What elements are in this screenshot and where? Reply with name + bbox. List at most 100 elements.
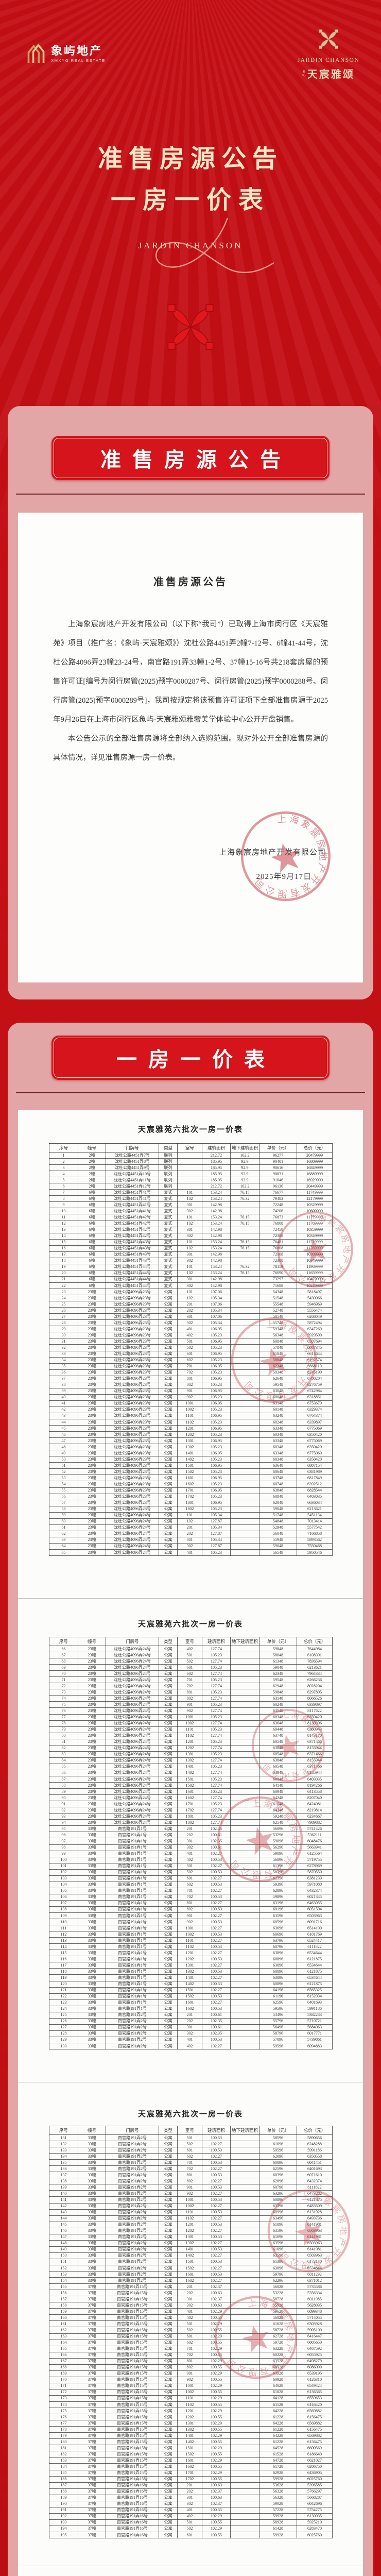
price-row: 173 37幢 南官路191弄15号 公寓 1101 102.29 64128 6559653 [49,2395,333,2402]
price-row: 185 37幢 南官路191弄15号 公寓 1701 102.29 62928 6436905 [49,2469,333,2477]
price-row: 32 23幢 沈杜公路4096弄23号 公寓 502 105.23 57848 6087345 [49,1344,333,1351]
price-row: 13 6幢 沈杜公路4451弄42号 复式 301 142.98 72458 10359999 [49,1226,333,1233]
price-row: 68 23幢 沈杜公路4096弄24号 公寓 502 127.74 61348 7836594 [49,1658,333,1665]
price-row: 125 33幢 南官路191弄2号 公寓 201 100.61 53496 5382233 [49,2011,333,2019]
price-row: 64 23幢 沈杜公路4096弄24号 公寓 302 127.87 59048 7550468 [49,1543,333,1550]
price-row: 120 33幢 南官路191弄1号 公寓 1402 100.53 60896 6121875 [49,1980,333,1988]
flower-icon [317,27,340,54]
price-row: 137 33幢 南官路191弄2号 公寓 801 100.53 60396 6071610 [49,2172,333,2179]
price-sheet-4: 天宸雅苑六批次一房一价表 序号幢号门牌号类型室号建筑面积地下建筑面积单价（元）总… [18,2566,363,2576]
price-row: 38 23幢 沈杜公路4096弄23号 公寓 802 105.23 59548 6276759 [49,1381,333,1388]
price-row: 150 33幢 南官路191弄2号 公寓 1402 102.27 63596 6503963 [49,2252,333,2259]
price-row: 165 37幢 南官路191弄15号 公寓 701 102.29 63228 6467592 [49,2345,333,2352]
announcement-document: 准售房源公告 上海象宸房地产开发有限公司（以下称“我司”）已取得上海市闵行区《天… [18,513,363,982]
price-row: 40 23幢 沈杜公路4096弄23号 公寓 902 105.23 60048 6318851 [49,1394,333,1401]
price-row: 58 23幢 沈杜公路4096弄23号 公寓 1802 105.23 59048 621362… [49,1505,333,1513]
price-row: 188 37幢 南官路191弄16号 公寓 202 102.37 56328 5766297 [49,2488,333,2495]
price-row: 171 37幢 南官路191弄15号 公寓 1001 102.29 64028 6549424 [49,2382,333,2389]
price-row: 97 33幢 南官路191弄1号 公寓 301 102.35 59096 6048476 [49,1838,333,1845]
price-row: 72 23幢 沈杜公路4096弄24号 公寓 702 127.74 62948 8028204 [49,1683,333,1690]
price-row: 141 33幢 南官路191弄2号 公寓 1001 100.53 60896 6121875 [49,2196,333,2204]
document-paragraph: 本公告公示的全部准售房源将全部纳入选购范围。现对外公开全部准售房源的具体情况，详… [53,735,328,762]
price-row: 152 33幢 南官路191弄2号 公寓 1502 102.27 63896 6534644 [49,2264,333,2272]
price-row: 94 23幢 沈杜公路4096弄24号 公寓 1802 127.74 62548 798988… [49,1819,333,1826]
price-row: 20 6幢 沈杜公路4451弄44号 复式 102 153.24 76.15 76090 116… [49,1269,333,1277]
price-row: 178 37幢 南官路191弄15号 公寓 1302 100.55 61228 6156475 [49,2426,333,2433]
signature-date: 2025年9月17日 [256,873,311,881]
price-row: 192 37幢 南官路191弄16号 公寓 402 102.29 59928 6130035 [49,2513,333,2520]
price-row: 147 33幢 南官路191弄2号 公寓 1301 100.53 61096 6141981 [49,2233,333,2241]
price-row: 88 23幢 沈杜公路4096弄24号 公寓 1502 127.74 64148 819426… [49,1782,333,1789]
price-row: 87 23幢 沈杜公路4096弄24号 公寓 1501 105.23 60848 640303… [49,1775,333,1783]
price-row: 161 37幢 南官路191弄15号 公寓 501 102.29 61628 6303928 [49,2320,333,2328]
price-row: 129 33幢 南官路191弄2号 公寓 401 100.53 57096 5739861 [49,2036,333,2044]
price-row: 187 37幢 南官路191弄16号 公寓 201 100.63 53628 5396585 [49,2482,333,2489]
announcement-section-button[interactable]: 准售房源公告 [51,436,330,480]
price-row: 63 23幢 沈杜公路4096弄24号 公寓 301 105.34 55948 5893562 [49,1536,333,1544]
price-row: 30 23幢 沈杜公路4096弄23号 公寓 402 105.23 56348 5929500 [49,1332,333,1339]
price-table: 序号 幢号 门牌号 类型 室号 建筑面积 地下建筑面积 单价（元） 总价（元） 1 2幢 沈杜公路44… [49,1143,333,1556]
price-row: 29 23幢 沈杜公路4096弄23号 公寓 401 106.95 59348 6347269 [49,1326,333,1333]
price-row: 46 23幢 沈杜公路4096弄23号 公寓 1202 105.23 60348 635042… [49,1431,333,1438]
price-row: 191 37幢 南官路191弄16号 公寓 401 100.55 57228 5754275 [49,2506,333,2514]
brand-left-logo: 象屿地产 XMXYG REAL ESTATE [26,41,106,66]
price-row: 22 6幢 沈杜公路4451弄44号 复式 302 142.98 71688 10249999 [49,1282,333,1290]
price-row: 134 33幢 南官路191弄2号 公寓 602 102.27 62096 6350558 [49,2153,333,2160]
price-row: 36 23幢 沈杜公路4096弄23号 公寓 702 105.23 59348 6245190 [49,1369,333,1376]
price-row: 158 37幢 南官路191弄15号 公寓 302 100.63 55928 5628035 [49,2302,333,2309]
sheet-title: 天宸雅苑六批次一房一价表 [137,1126,243,1134]
price-list-panel: 一房一价表 天宸雅苑六批次一房一价表 序号 幢号 门牌号 类型 室号 建筑面积 地下建筑面积… [8,1023,373,2576]
house-icon [26,41,46,66]
document-title: 准售房源公告 [153,577,228,588]
price-row: 114 33幢 南官路191弄1号 公寓 1102 100.53 60796 6111822 [49,1943,333,1951]
price-row: 76 23幢 沈杜公路4096弄24号 公寓 902 127.74 63548 8117622 [49,1707,333,1715]
price-row: 155 37幢 南官路191弄15号 公寓 201 102.37 56028 5735586 [49,2283,333,2291]
price-row: 18 6幢 沈杜公路4451弄43号 复式 302 142.98 72388 10349999 [49,1257,333,1264]
brand-left-name: 象屿地产 [51,44,103,57]
price-row: 194 37幢 南官路191弄16号 公寓 502 102.29 61428 6283470 [49,2525,333,2533]
price-row: 37 23幢 沈杜公路4096弄23号 公寓 801 106.95 62648 6700204 [49,1375,333,1382]
price-row: 27 23幢 沈杜公路4096弄23号 公寓 301 107.06 58548 6268049 [49,1313,333,1320]
announcement-panel: 准售房源公告 准售房源公告 上海象宸房地产开发有限公司（以下称“我司”）已取得上… [8,406,373,999]
price-row: 55 23幢 沈杜公路4096弄23号 公寓 1701 106.95 63848 682854… [49,1487,333,1494]
script-logo: JARDIN CHANSON [0,214,381,286]
price-row: 149 33幢 南官路191弄2号 公寓 1401 100.53 61096 6141981 [49,2246,333,2253]
price-row: 73 23幢 沈杜公路4096弄24号 公寓 801 105.23 59848 6297805 [49,1689,333,1696]
price-list-section-button[interactable]: 一房一价表 [51,1036,330,1080]
price-row: 174 37幢 南官路191弄15号 公寓 1102 100.55 61128 6146420 [49,2401,333,2409]
price-row: 159 37幢 南官路191弄15号 公寓 401 102.29 59628 6099348 [49,2308,333,2315]
price-row: 35 23幢 沈杜公路4096弄23号 公寓 701 106.95 62348 6668119 [49,1363,333,1370]
price-row: 107 33幢 南官路191弄1号 公寓 801 102.27 63196 6463055 [49,1900,333,1907]
price-row: 95 33幢 南官路191弄1号 公寓 201 102.35 56096 5741426 [49,1825,333,1833]
signature-company: 上海象宸房地产开发有限公司 [218,849,326,857]
price-row: 154 33幢 南官路191弄2号 公寓 1602 102.27 62296 6371012 [49,2277,333,2284]
price-row: 93 23幢 沈杜公路4096弄24号 公寓 1801 105.23 59248 623466… [49,1813,333,1820]
price-row: 131 33幢 南官路191弄2号 公寓 501 100.53 58596 5890656 [49,2134,333,2142]
price-row: 133 33幢 南官路191弄2号 公寓 601 100.53 59596 5991186 [49,2147,333,2154]
sheet-title: 天宸雅苑六批次一房一价表 [137,2110,243,2119]
document-body: 上海象宸房地产开发有限公司（以下称“我司”）已取得上海市闵行区《天宸雅苑》项目（… [53,615,328,768]
price-row: 136 33幢 南官路191弄2号 公寓 702 102.27 62596 6401693 [49,2165,333,2173]
price-row: 176 37幢 南官路191弄15号 公寓 1202 100.55 61228 6156475 [49,2414,333,2421]
price-table-header: 序号 幢号 门牌号 类型 室号 建筑面积 地下建筑面积 单价（元） 总价（元） [49,1143,333,1153]
price-row: 123 33幢 南官路191弄1号 公寓 1601 102.27 62596 6401693 [49,1999,333,2006]
price-row: 186 37幢 南官路191弄15号 公寓 1702 100.55 59928 6025760 [49,2476,333,2483]
price-row: 119 33幢 南官路191弄1号 公寓 1401 102.27 63896 6534644 [49,1974,333,1981]
price-row: 80 23幢 沈杜公路4096弄24号 公寓 1102 127.74 63748 814317… [49,1732,333,1739]
price-row: 172 37幢 南官路191弄15号 公寓 1002 100.55 61028 6136365 [49,2388,333,2396]
price-row: 70 23幢 沈杜公路4096弄24号 公寓 602 127.74 62348 7964334 [49,1670,333,1677]
price-row: 67 23幢 沈杜公路4096弄24号 公寓 501 105.23 58048 6108391 [49,1652,333,1659]
price-row: 61 23幢 沈杜公路4096弄24号 公寓 201 105.34 52948 5577542 [49,1524,333,1531]
price-row: 86 23幢 沈杜公路4096弄24号 公寓 1402 127.74 63848 815594… [49,1769,333,1776]
price-row: 179 37幢 南官路191弄15号 公寓 1401 102.29 64228 6569882 [49,2432,333,2439]
price-row: 10 6幢 沈杜公路4451弄41号 复式 302 142.98 74206 10609999 [49,1208,333,1215]
price-row: 184 37幢 南官路191弄15号 公寓 1602 100.55 61728 6206750 [49,2463,333,2470]
price-row: 167 37幢 南官路191弄15号 公寓 801 102.29 63528 6498279 [49,2358,333,2365]
price-row: 143 33幢 南官路191弄2号 公寓 1101 100.53 60996 6131928 [49,2209,333,2216]
price-row: 106 33幢 南官路191弄1号 公寓 702 100.53 59896 6021345 [49,1893,333,1901]
price-row: 139 33幢 南官路191弄2号 公寓 901 100.53 60796 6111822 [49,2184,333,2191]
price-row: 50 23幢 沈杜公路4096弄23号 公寓 1402 105.23 60348 635042… [49,1456,333,1463]
price-row: 85 23幢 沈杜公路4096弄24号 公寓 1401 105.23 60548 637146… [49,1763,333,1770]
price-row: 12 6幢 沈杜公路4451弄42号 复式 102 153.24 76.15 76808 117… [49,1220,333,1227]
price-row: 164 37幢 南官路191弄15号 公寓 602 100.55 59728 6005650 [49,2339,333,2346]
